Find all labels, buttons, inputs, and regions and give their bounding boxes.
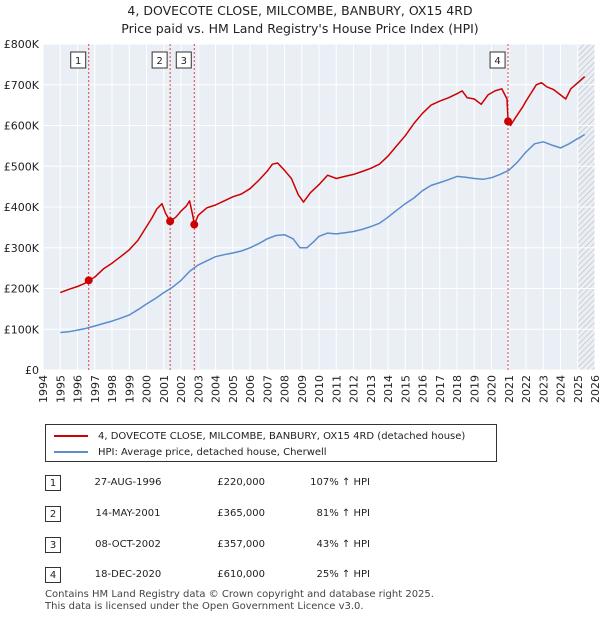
x-tick-label: 1999 — [123, 375, 136, 403]
x-tick-label: 1994 — [37, 375, 50, 403]
sale-marker-box — [489, 51, 506, 69]
sale-marker-box — [151, 51, 168, 69]
y-tick-label: £300K — [4, 242, 40, 255]
x-tick-label: 2019 — [468, 375, 481, 403]
y-tick-label: £600K — [4, 120, 40, 133]
sale-marker-box — [70, 51, 87, 69]
x-tick-label: 1998 — [106, 375, 119, 403]
sale-date: 18-DEC-2020 — [94, 569, 162, 580]
footer-copyright: Contains HM Land Registry data © Crown c… — [45, 589, 434, 600]
x-tick-label: 2000 — [141, 375, 154, 403]
y-tick-label: £700K — [4, 79, 40, 92]
sale-row: 1 27-AUG-1996 £220,000 107% ↑ HPI — [45, 475, 565, 493]
x-tick-label: 2014 — [382, 375, 395, 403]
sale-date: 08-OCT-2002 — [95, 539, 161, 550]
legend-label-property: 4, DOVECOTE CLOSE, MILCOMBE, BANBURY, OX… — [98, 430, 466, 442]
legend-swatch-property — [54, 435, 88, 437]
sale-marker-label: 3 — [181, 56, 187, 67]
sale-row: 3 08-OCT-2002 £357,000 43% ↑ HPI — [45, 537, 565, 555]
sale-date: 27-AUG-1996 — [94, 477, 162, 488]
sale-row: 2 14-MAY-2001 £365,000 81% ↑ HPI — [45, 506, 565, 524]
legend-swatch-hpi — [54, 451, 88, 453]
x-tick-label: 2017 — [434, 375, 447, 403]
x-tick-label: 2004 — [210, 375, 223, 403]
sale-point — [166, 217, 175, 226]
series-line-hpi — [60, 133, 586, 334]
sale-price: £220,000 — [217, 477, 265, 488]
legend-label-hpi: HPI: Average price, detached house, Cher… — [98, 446, 327, 458]
sale-hpi-change: 43% ↑ HPI — [316, 539, 370, 550]
x-tick-label: 2016 — [417, 375, 430, 403]
legend-item-property: 4, DOVECOTE CLOSE, MILCOMBE, BANBURY, OX… — [54, 428, 465, 444]
legend: 4, DOVECOTE CLOSE, MILCOMBE, BANBURY, OX… — [45, 424, 497, 462]
sale-row: 4 18-DEC-2020 £610,000 25% ↑ HPI — [45, 567, 565, 585]
x-tick-label: 2013 — [365, 375, 378, 403]
x-tick-label: 2010 — [313, 375, 326, 403]
x-tick-label: 2005 — [227, 375, 240, 403]
x-tick-label: 2007 — [261, 375, 274, 403]
x-tick-label: 1995 — [54, 375, 67, 403]
sale-number-badge: 3 — [45, 537, 61, 553]
sale-date: 14-MAY-2001 — [95, 508, 161, 519]
x-tick-label: 2022 — [520, 375, 533, 403]
y-tick-label: £800K — [4, 38, 40, 51]
y-tick-label: £100K — [4, 323, 40, 336]
y-tick-label: £0 — [25, 364, 39, 377]
x-tick-label: 1996 — [72, 375, 85, 403]
sale-number-badge: 2 — [45, 506, 61, 522]
sale-marker-box — [175, 51, 192, 69]
x-tick-label: 2024 — [555, 375, 568, 403]
price-chart: £0 £100K £200K £300K £400K £500K £600K £700K £80… — [4, 38, 600, 403]
sale-hpi-change: 25% ↑ HPI — [316, 569, 370, 580]
sale-price: £357,000 — [217, 539, 265, 550]
sale-point — [84, 276, 93, 285]
sale-price: £365,000 — [217, 508, 265, 519]
x-tick-label: 2009 — [296, 375, 309, 403]
sale-marker-label: 1 — [75, 56, 81, 67]
y-tick-label: £200K — [4, 283, 40, 296]
x-tick-label: 2002 — [175, 375, 188, 403]
legend-item-hpi: HPI: Average price, detached house, Cher… — [54, 444, 327, 460]
footer-licence: This data is licensed under the Open Gov… — [45, 601, 364, 612]
y-tick-label: £400K — [4, 201, 40, 214]
x-tick-label: 2008 — [279, 375, 292, 403]
x-tick-label: 2025 — [572, 375, 585, 403]
x-tick-label: 2023 — [537, 375, 550, 403]
x-tick-label: 1997 — [89, 375, 102, 403]
sale-number-badge: 1 — [45, 475, 61, 491]
sale-number-badge: 4 — [45, 567, 61, 583]
sale-hpi-change: 81% ↑ HPI — [316, 508, 370, 519]
x-tick-label: 2021 — [503, 375, 516, 403]
x-tick-label: 2011 — [330, 375, 343, 403]
sale-hpi-change: 107% ↑ HPI — [310, 477, 370, 488]
x-tick-label: 2012 — [348, 375, 361, 403]
x-tick-label: 2006 — [244, 375, 257, 403]
x-tick-label: 2015 — [399, 375, 412, 403]
sale-point — [190, 220, 199, 229]
sale-point — [504, 117, 513, 126]
chart-subtitle: Price paid vs. HM Land Registry's House … — [121, 21, 479, 36]
sale-price: £610,000 — [217, 569, 265, 580]
x-tick-label: 2001 — [158, 375, 171, 403]
series-line-property — [60, 76, 586, 294]
x-tick-label: 2003 — [192, 375, 205, 403]
x-tick-label: 2026 — [589, 375, 600, 403]
x-tick-label: 2018 — [451, 375, 464, 403]
y-tick-label: £500K — [4, 160, 40, 173]
sale-marker-label: 4 — [494, 56, 500, 67]
x-tick-label: 2020 — [486, 375, 499, 403]
chart-title: 4, DOVECOTE CLOSE, MILCOMBE, BANBURY, OX… — [127, 3, 473, 18]
sale-marker-label: 2 — [156, 56, 162, 67]
